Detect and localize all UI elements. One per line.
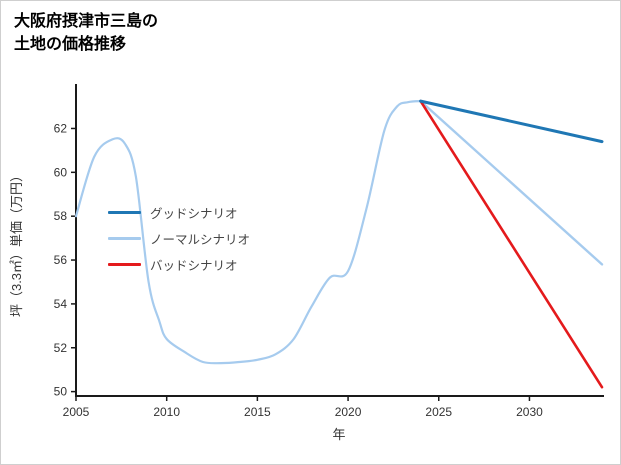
legend-swatch-normal	[108, 237, 141, 240]
series-line-forecast-bad	[419, 99, 604, 389]
y-tick-label: 52	[54, 341, 68, 355]
y-tick-label: 62	[54, 121, 68, 135]
x-tick-label: 2020	[335, 405, 362, 419]
x-axis-label: 年	[332, 427, 345, 442]
legend-label-bad: バッドシナリオ	[150, 259, 238, 273]
x-tick-label: 2030	[516, 405, 543, 419]
legend-entry-normal: ノーマルシナリオ	[108, 230, 250, 247]
legend-entry-bad: バッドシナリオ	[108, 256, 250, 273]
y-axis-label: 坪（3.3㎡）単価（万円）	[9, 169, 24, 317]
y-tick-label: 58	[54, 209, 68, 223]
series-line-forecast-good	[419, 99, 604, 144]
chart-title: 大阪府摂津市三島の 土地の価格推移	[14, 10, 158, 56]
legend-swatch-good	[108, 211, 141, 214]
series-line-forecast-normal	[419, 99, 604, 266]
y-tick-label: 60	[54, 165, 68, 179]
chart-title-line2: 土地の価格推移	[14, 36, 127, 53]
series-line-history	[74, 100, 422, 365]
x-tick-label: 2025	[425, 405, 452, 419]
legend-label-normal: ノーマルシナリオ	[150, 233, 251, 247]
y-tick-label: 54	[54, 297, 68, 311]
legend-label-good: グッドシナリオ	[150, 207, 238, 221]
x-tick-label: 2005	[63, 405, 90, 419]
legend-swatch-bad	[108, 263, 141, 266]
y-tick-label: 56	[54, 253, 68, 267]
x-tick-label: 2010	[153, 405, 180, 419]
legend-entry-good: グッドシナリオ	[108, 204, 250, 221]
x-tick-label: 2015	[244, 405, 271, 419]
y-tick-label: 50	[54, 385, 68, 399]
chart-legend: グッドシナリオ ノーマルシナリオ バッドシナリオ	[108, 204, 250, 273]
chart-title-line1: 大阪府摂津市三島の	[14, 13, 159, 30]
